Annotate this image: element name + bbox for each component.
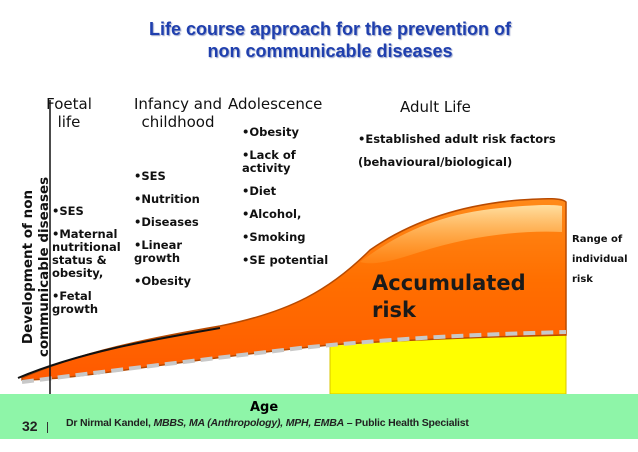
factor-item: •Maternal nutritional status & obesity, bbox=[52, 227, 121, 280]
factor-item: •SES bbox=[52, 204, 84, 218]
factor-item: •Nutrition bbox=[134, 192, 200, 206]
factors-infancy: •SES •Nutrition •Diseases •Linear growth… bbox=[134, 170, 212, 298]
factor-item: •Lack of activity bbox=[242, 148, 296, 175]
factor-item: •Obesity bbox=[134, 274, 191, 288]
factor-item: •Alcohol, bbox=[242, 207, 302, 221]
factor-item: •Smoking bbox=[242, 230, 306, 244]
stage-adolescence: Adolescence bbox=[228, 95, 323, 113]
stage-infancy: Infancy and childhood bbox=[133, 95, 223, 131]
factor-item: •Diet bbox=[242, 184, 277, 198]
stage-foetal: Foetal life bbox=[46, 95, 92, 131]
page-separator bbox=[47, 422, 48, 433]
factors-adolescence: •Obesity •Lack of activity •Diet •Alcoho… bbox=[242, 126, 337, 277]
factors-adult: •Established adult risk factors (behavio… bbox=[358, 133, 578, 179]
author-credit: Dr Nirmal Kandel, MBBS, MA (Anthropology… bbox=[66, 417, 469, 429]
slide-title: Life course approach for the prevention … bbox=[60, 18, 600, 62]
upper-trajectory-line bbox=[17, 327, 221, 379]
title-line-1: Life course approach for the prevention … bbox=[148, 19, 512, 39]
author-name: Dr Nirmal Kandel, bbox=[66, 417, 154, 429]
range-of-risk-label: Range of individual risk bbox=[572, 234, 628, 285]
factor-item: (behavioural/biological) bbox=[358, 155, 513, 169]
author-degrees: MBBS, MA (Anthropology), MPH, EMBA bbox=[153, 417, 344, 429]
title-line-2: non communicable diseases bbox=[207, 41, 453, 61]
factor-item: •SES bbox=[134, 169, 166, 183]
y-axis-label: Development of non communicable diseases bbox=[20, 176, 52, 358]
factor-item: •Linear growth bbox=[134, 238, 183, 265]
risk-highlight bbox=[360, 204, 562, 264]
footer-band bbox=[0, 394, 638, 439]
factors-foetal: •SES •Maternal nutritional status & obes… bbox=[52, 205, 122, 326]
author-role: – Public Health Specialist bbox=[343, 417, 469, 429]
factor-item: •SE potential bbox=[242, 253, 329, 267]
factor-item: •Obesity bbox=[242, 125, 299, 139]
lower-dashed-curve bbox=[21, 330, 567, 384]
factor-item: •Fetal growth bbox=[52, 289, 99, 316]
x-axis-label: Age bbox=[250, 400, 279, 415]
factor-item: •Established adult risk factors bbox=[358, 132, 556, 146]
page-number: 32 bbox=[22, 418, 38, 434]
stage-adult: Adult Life bbox=[400, 98, 471, 116]
accumulated-risk-label: Accumulated risk bbox=[372, 271, 526, 322]
factor-item: •Diseases bbox=[134, 215, 199, 229]
